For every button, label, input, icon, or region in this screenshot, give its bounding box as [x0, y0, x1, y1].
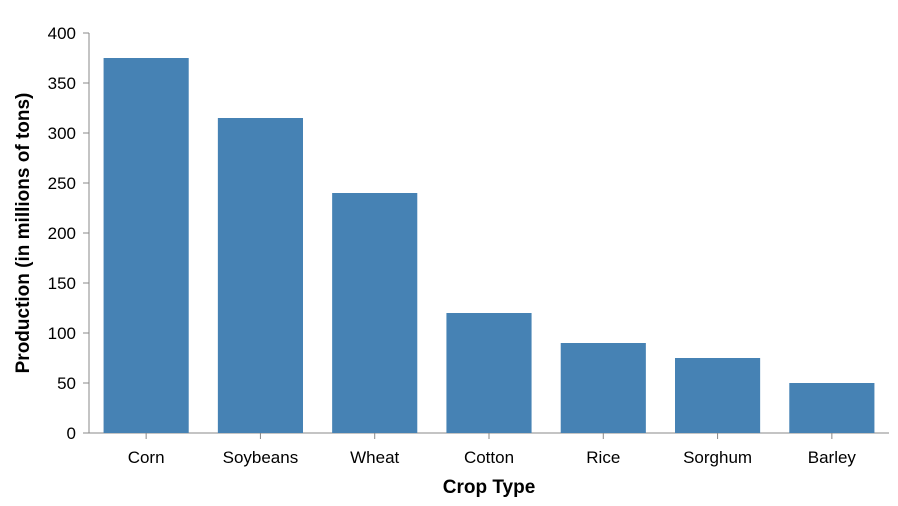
y-tick-label: 0 [67, 424, 76, 443]
bar-wheat [332, 193, 418, 433]
x-tick-label: Cotton [464, 448, 514, 467]
y-axis: 0 50 100 150 200 250 300 350 400 [48, 24, 90, 443]
x-tick-label: Soybeans [223, 448, 299, 467]
bar-cotton [446, 313, 532, 433]
bar-soybeans [217, 118, 303, 433]
x-axis-title: Crop Type [443, 477, 536, 498]
bar-rice [560, 343, 646, 433]
x-axis: Corn Soybeans Wheat Cotton Rice Sorghum Barley [89, 432, 889, 467]
bars [103, 58, 875, 433]
y-axis-title: Production (in millions of tons) [13, 93, 34, 374]
x-tick-label: Corn [128, 448, 165, 467]
y-tick-label: 200 [48, 224, 76, 243]
y-tick-label: 100 [48, 324, 76, 343]
bar-sorghum [675, 358, 761, 433]
y-tick-label: 300 [48, 124, 76, 143]
x-tick-label: Barley [808, 448, 857, 467]
y-tick-label: 400 [48, 24, 76, 43]
bar-corn [103, 58, 189, 433]
y-tick-label: 250 [48, 174, 76, 193]
y-tick-label: 150 [48, 274, 76, 293]
x-tick-label: Sorghum [683, 448, 752, 467]
bar-barley [789, 383, 875, 433]
y-tick-label: 350 [48, 74, 76, 93]
y-tick-label: 50 [57, 374, 76, 393]
x-tick-label: Rice [586, 448, 620, 467]
x-tick-label: Wheat [350, 448, 399, 467]
